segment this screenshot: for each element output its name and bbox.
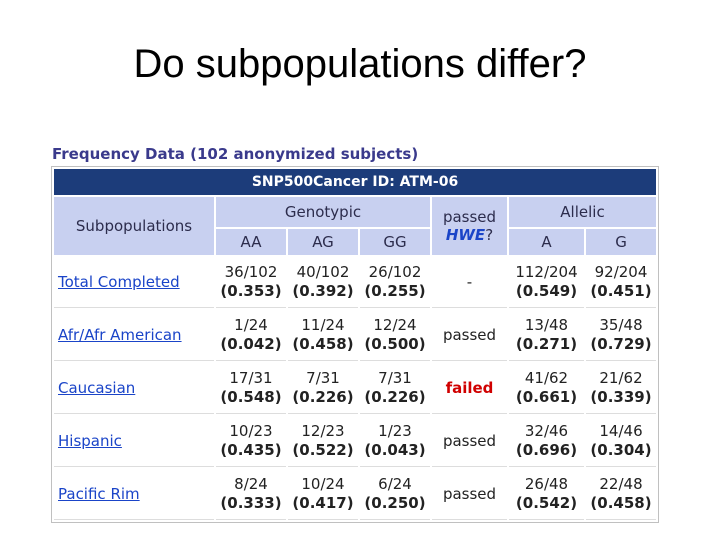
slide-title: Do subpopulations differ?	[133, 42, 587, 86]
aa-cell: 36/102 (0.353)	[216, 257, 286, 308]
aa-cell: 17/31 (0.548)	[216, 363, 286, 414]
table-row: Pacific Rim 8/24 (0.333) 10/24 (0.417) 6/2…	[54, 469, 657, 520]
g-cell: 92/204 (0.451)	[586, 257, 657, 308]
gg-cell: 1/23 (0.043)	[360, 416, 430, 467]
frequency-table: SNP500Cancer ID: ATM-06 Subpopulations G…	[51, 166, 660, 523]
ag-cell: 12/23 (0.522)	[288, 416, 358, 467]
g-cell: 21/62 (0.339)	[586, 363, 657, 414]
g-cell: 22/48 (0.458)	[586, 469, 657, 520]
hwe-cell: passed	[432, 310, 507, 361]
aa-cell: 1/24 (0.042)	[216, 310, 286, 361]
passed-label: passed	[442, 208, 497, 226]
subpopulations-header: Subpopulations	[54, 197, 214, 255]
a-cell: 13/48 (0.271)	[509, 310, 584, 361]
hwe-cell: failed	[432, 363, 507, 414]
subpopulation-link[interactable]: Hispanic	[58, 431, 122, 450]
a-cell: 41/62 (0.661)	[509, 363, 584, 414]
subpopulation-link[interactable]: Caucasian	[58, 378, 136, 397]
a-cell: 32/46 (0.696)	[509, 416, 584, 467]
ag-cell: 40/102 (0.392)	[288, 257, 358, 308]
table-caption: Frequency Data (102 anonymized subjects)	[52, 145, 419, 163]
gg-cell: 12/24 (0.500)	[360, 310, 430, 361]
g-cell: 14/46 (0.304)	[586, 416, 657, 467]
table-id-row: SNP500Cancer ID: ATM-06	[54, 169, 657, 195]
aa-header: AA	[216, 229, 286, 255]
a-cell: 26/48 (0.542)	[509, 469, 584, 520]
a-header: A	[509, 229, 584, 255]
hwe-cell: -	[432, 257, 507, 308]
table-row: Total Completed 36/102 (0.353) 40/102 (0.3…	[54, 257, 657, 308]
genotypic-header: Genotypic	[216, 197, 430, 227]
aa-cell: 10/23 (0.435)	[216, 416, 286, 467]
gg-cell: 6/24 (0.250)	[360, 469, 430, 520]
g-cell: 35/48 (0.729)	[586, 310, 657, 361]
subpopulation-link[interactable]: Afr/Afr American	[58, 325, 182, 344]
g-header: G	[586, 229, 657, 255]
gg-cell: 26/102 (0.255)	[360, 257, 430, 308]
table-row: Afr/Afr American 1/24 (0.042) 11/24 (0.458…	[54, 310, 657, 361]
hwe-cell: passed	[432, 416, 507, 467]
hwe-header: passed HWE?	[432, 197, 507, 255]
table-id: SNP500Cancer ID: ATM-06	[54, 169, 657, 195]
gg-cell: 7/31 (0.226)	[360, 363, 430, 414]
ag-header: AG	[288, 229, 358, 255]
allelic-header: Allelic	[509, 197, 657, 227]
subpopulation-link[interactable]: Total Completed	[58, 272, 180, 291]
hwe-cell: passed	[432, 469, 507, 520]
a-cell: 112/204 (0.549)	[509, 257, 584, 308]
ag-cell: 7/31 (0.226)	[288, 363, 358, 414]
table-row: Caucasian 17/31 (0.548) 7/31 (0.226) 7/31(…	[54, 363, 657, 414]
ag-cell: 11/24 (0.458)	[288, 310, 358, 361]
gg-header: GG	[360, 229, 430, 255]
aa-cell: 8/24 (0.333)	[216, 469, 286, 520]
table-row: Hispanic 10/23 (0.435) 12/23 (0.522) 1/23(…	[54, 416, 657, 467]
hwe-link[interactable]: HWE	[445, 226, 486, 244]
hwe-question-mark: ?	[485, 226, 494, 244]
subpopulation-link[interactable]: Pacific Rim	[58, 484, 140, 503]
ag-cell: 10/24 (0.417)	[288, 469, 358, 520]
